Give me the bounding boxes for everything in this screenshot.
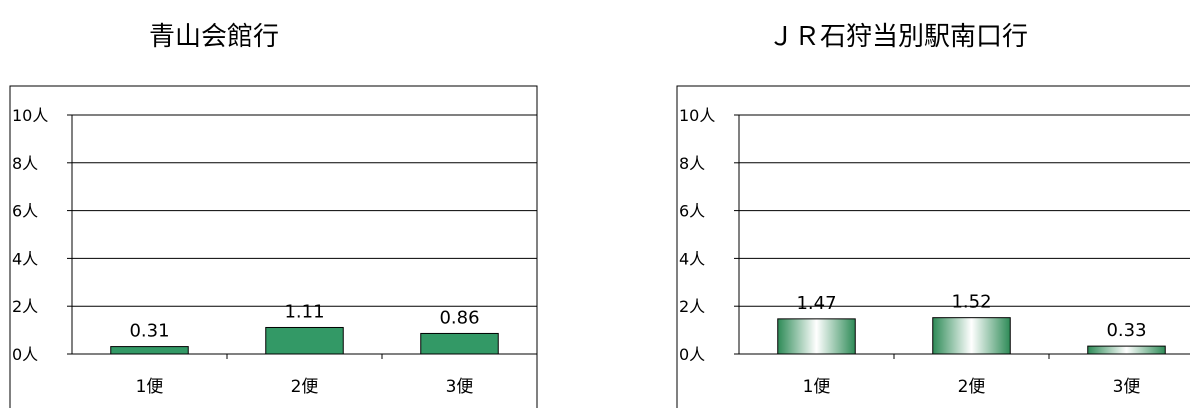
x-tick-label: 3便: [1113, 377, 1141, 397]
data-label: 0.31: [129, 321, 169, 342]
x-tick-label: 2便: [291, 377, 319, 397]
y-tick-label: 6人: [679, 202, 705, 221]
y-tick-label: 2人: [12, 297, 38, 316]
chart-frame: [676, 85, 1190, 408]
bar: [777, 318, 856, 355]
data-label: 1.11: [284, 301, 324, 322]
chart-title-left: 青山会館行: [149, 22, 280, 52]
y-tick-label: 8人: [12, 154, 38, 173]
bar: [932, 317, 1011, 355]
y-tick-label: 2人: [679, 297, 705, 316]
data-label: 1.47: [796, 293, 836, 314]
x-tick-label: 1便: [803, 377, 831, 397]
chart-right: 0人 2人 4人 6人 8人 10人 1.47 1便 1.52 2便 0.33 3便: [676, 85, 1190, 408]
y-tick-label: 4人: [679, 249, 705, 268]
y-tick-label: 10人: [679, 106, 715, 125]
y-tick-label: 0人: [12, 345, 38, 364]
data-label: 1.52: [951, 292, 991, 313]
chart-left: 0人 2人 4人 6人 8人 10人 0.31 1便 1.11 2便 0.86 3便: [9, 85, 538, 408]
bar: [110, 346, 189, 355]
y-tick-label: 6人: [12, 202, 38, 221]
chart-frame: [9, 85, 538, 408]
chart-title-right: ＪＲ石狩当別駅南口行: [768, 22, 1029, 52]
x-tick-label: 3便: [446, 377, 474, 397]
y-tick-label: 0人: [679, 345, 705, 364]
bar: [1087, 345, 1166, 355]
x-tick-label: 1便: [136, 377, 164, 397]
data-label: 0.33: [1106, 320, 1146, 341]
y-tick-label: 4人: [12, 249, 38, 268]
x-tick-label: 2便: [958, 377, 986, 397]
bar: [265, 326, 344, 355]
y-tick-label: 8人: [679, 154, 705, 173]
y-tick-label: 10人: [12, 106, 48, 125]
bar: [420, 332, 499, 355]
data-label: 0.86: [439, 307, 479, 328]
